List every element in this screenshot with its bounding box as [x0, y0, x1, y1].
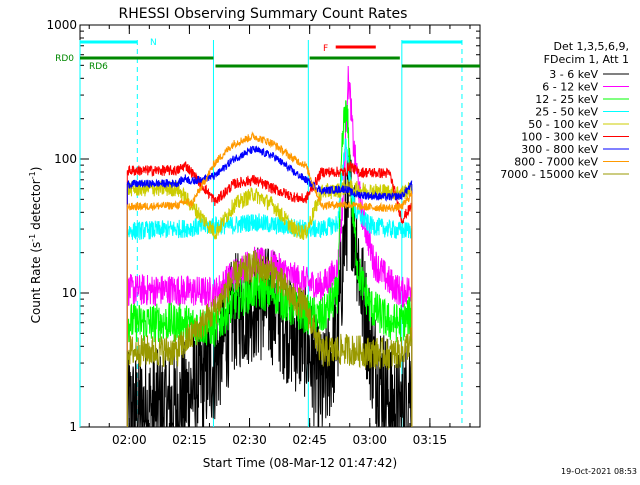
legend-entry-label: 300 - 800 keV — [521, 143, 598, 156]
y-tick-label: 1 — [69, 420, 77, 434]
series-line-7 — [126, 131, 413, 213]
y-axis-label-text: Count Rate (s-1 detector-1) — [28, 167, 43, 324]
segment-label-rd0: RD0 — [55, 54, 74, 64]
legend-entry-label: 12 - 25 keV — [535, 93, 598, 106]
y-axis-label: Count Rate (s-1 detector-1) — [28, 167, 43, 324]
plot-area: 1 10 100 1000 02:00 02:15 02:30 02:45 03:00 03:15… — [46, 18, 481, 447]
x-axis-label: Start Time (08-Mar-12 01:47:42) — [203, 456, 397, 470]
x-tick-label: 02:45 — [292, 433, 327, 447]
y-tick-label: 100 — [54, 152, 77, 166]
segment-label-f: F — [323, 44, 328, 54]
y-tick-label: 1000 — [46, 18, 77, 32]
timestamp: 19-Oct-2021 08:53 — [561, 467, 637, 476]
legend-entry-label: 25 - 50 keV — [535, 106, 598, 119]
legend-entry-label: 3 - 6 keV — [549, 68, 598, 81]
legend-entry-label: 800 - 7000 keV — [514, 156, 598, 169]
x-tick-label: 03:00 — [352, 433, 387, 447]
x-tick-label: 02:15 — [172, 433, 207, 447]
legend-header: FDecim 1, Att 1 — [544, 53, 629, 66]
series-line-3 — [126, 138, 413, 240]
x-tick-label: 02:30 — [232, 433, 267, 447]
segment-label-n: N — [150, 38, 157, 48]
series-line-6 — [126, 145, 413, 202]
x-tick-label: 02:00 — [112, 433, 147, 447]
segment-label-rd6: RD6 — [89, 62, 108, 72]
chart-title: RHESSI Observing Summary Count Rates — [119, 6, 408, 22]
legend-entry-label: 7000 - 15000 keV — [500, 168, 598, 181]
legend-entry-label: 6 - 12 keV — [542, 81, 598, 94]
series-line-8 — [126, 250, 413, 371]
legend: Det 1,3,5,6,9,FDecim 1, Att 1 3 - 6 keV6 … — [500, 40, 629, 181]
legend-header: Det 1,3,5,6,9, — [553, 40, 629, 53]
y-tick-label: 10 — [62, 286, 77, 300]
x-tick-label: 03:15 — [413, 433, 448, 447]
legend-entry-label: 50 - 100 keV — [528, 118, 598, 131]
legend-entry-label: 100 - 300 keV — [521, 131, 598, 144]
series-line-5 — [126, 160, 413, 225]
series-line-2 — [126, 100, 413, 347]
